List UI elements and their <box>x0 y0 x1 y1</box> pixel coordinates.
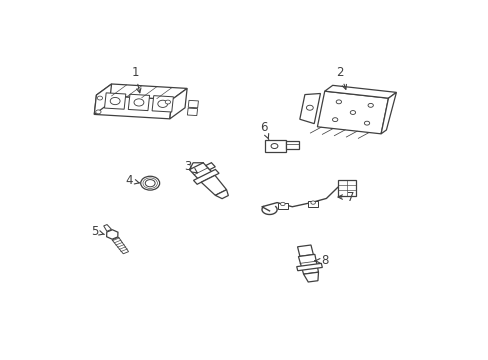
Text: 4: 4 <box>125 174 139 187</box>
Polygon shape <box>324 85 396 98</box>
Polygon shape <box>317 91 387 134</box>
Circle shape <box>270 144 277 149</box>
Polygon shape <box>152 96 173 112</box>
Circle shape <box>306 105 313 110</box>
Circle shape <box>96 110 101 114</box>
Polygon shape <box>187 108 197 116</box>
Polygon shape <box>104 93 125 109</box>
Polygon shape <box>112 237 128 254</box>
Circle shape <box>97 96 102 100</box>
Polygon shape <box>188 100 198 108</box>
Polygon shape <box>201 175 226 195</box>
Circle shape <box>280 202 285 206</box>
Bar <box>337 180 355 196</box>
Text: 6: 6 <box>260 121 268 140</box>
Circle shape <box>349 111 355 114</box>
Polygon shape <box>96 84 187 99</box>
Circle shape <box>158 100 167 107</box>
Polygon shape <box>297 245 313 256</box>
Text: 3: 3 <box>184 160 197 173</box>
Polygon shape <box>380 93 396 134</box>
Text: 1: 1 <box>131 66 141 93</box>
Polygon shape <box>299 94 320 123</box>
Polygon shape <box>215 190 228 199</box>
Polygon shape <box>296 264 322 271</box>
Circle shape <box>145 180 155 187</box>
Text: 5: 5 <box>91 225 104 238</box>
Bar <box>277 203 287 209</box>
Circle shape <box>141 176 159 190</box>
Polygon shape <box>193 170 219 184</box>
Polygon shape <box>106 230 118 239</box>
Circle shape <box>336 100 341 104</box>
Polygon shape <box>298 255 318 274</box>
Circle shape <box>332 118 337 122</box>
Bar <box>285 141 299 149</box>
Polygon shape <box>94 95 172 119</box>
Text: 2: 2 <box>335 66 346 89</box>
Polygon shape <box>128 94 149 111</box>
Circle shape <box>110 98 120 105</box>
Polygon shape <box>94 84 111 114</box>
Bar <box>264 140 285 152</box>
Polygon shape <box>205 163 215 170</box>
Circle shape <box>364 121 369 125</box>
Bar <box>307 201 318 207</box>
Polygon shape <box>103 225 111 231</box>
Circle shape <box>165 100 170 104</box>
Circle shape <box>367 103 373 107</box>
Circle shape <box>310 201 315 204</box>
Polygon shape <box>189 163 211 179</box>
Polygon shape <box>169 89 187 119</box>
Text: 8: 8 <box>314 254 327 267</box>
Circle shape <box>134 99 143 106</box>
Text: 7: 7 <box>337 190 354 203</box>
Polygon shape <box>303 272 318 282</box>
